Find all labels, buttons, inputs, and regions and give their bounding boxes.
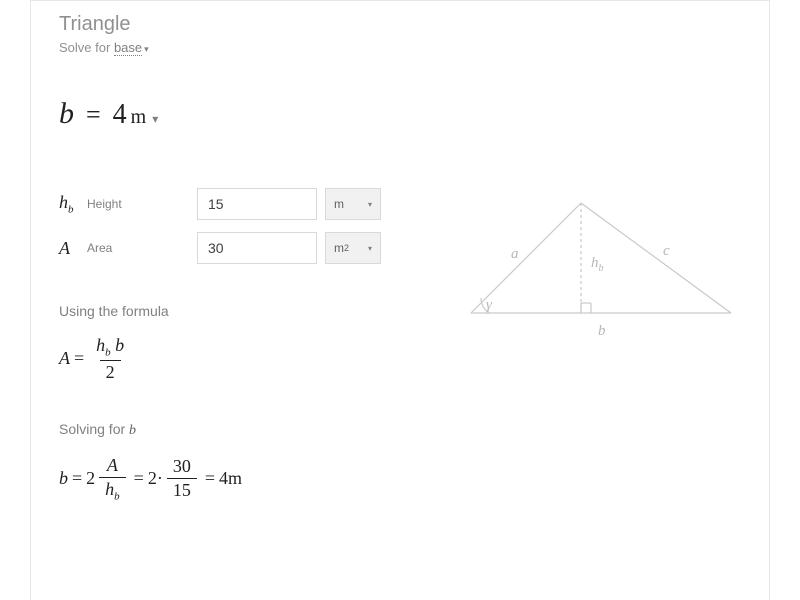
solvefor-row[interactable]: Solve for base▾ xyxy=(59,40,741,55)
solvefor-variable[interactable]: base xyxy=(114,40,142,56)
shape-title: Triangle xyxy=(59,13,741,36)
result-expression: b = 4 m ▾ xyxy=(59,97,741,131)
equals-sign: = xyxy=(86,100,101,130)
chevron-down-icon[interactable]: ▾ xyxy=(152,112,158,127)
unit-select[interactable]: m▾ xyxy=(325,188,381,220)
result-lhs: b xyxy=(59,97,74,131)
result-unit[interactable]: m xyxy=(131,106,147,129)
svg-text:γ: γ xyxy=(486,297,493,313)
input-label: Area xyxy=(87,241,197,255)
solving-for-label: Solving for b xyxy=(59,421,741,439)
svg-text:hb: hb xyxy=(591,255,604,274)
solvefor-prefix: Solve for xyxy=(59,40,110,55)
svg-text:c: c xyxy=(663,243,670,259)
input-label: Height xyxy=(87,197,197,211)
input-symbol: A xyxy=(59,238,87,259)
unit-select[interactable]: m2▾ xyxy=(325,232,381,264)
chevron-down-icon: ▾ xyxy=(144,44,149,54)
result-value: 4 xyxy=(113,99,127,131)
solution-steps: b= 2 A hb = 2· 30 15 = 4m xyxy=(59,455,741,503)
svg-text:b: b xyxy=(598,323,606,339)
svg-text:a: a xyxy=(511,246,519,262)
height-input[interactable] xyxy=(197,188,317,220)
area-input[interactable] xyxy=(197,232,317,264)
input-symbol: hb xyxy=(59,192,87,216)
triangle-diagram: a c hb b γ xyxy=(451,193,751,353)
